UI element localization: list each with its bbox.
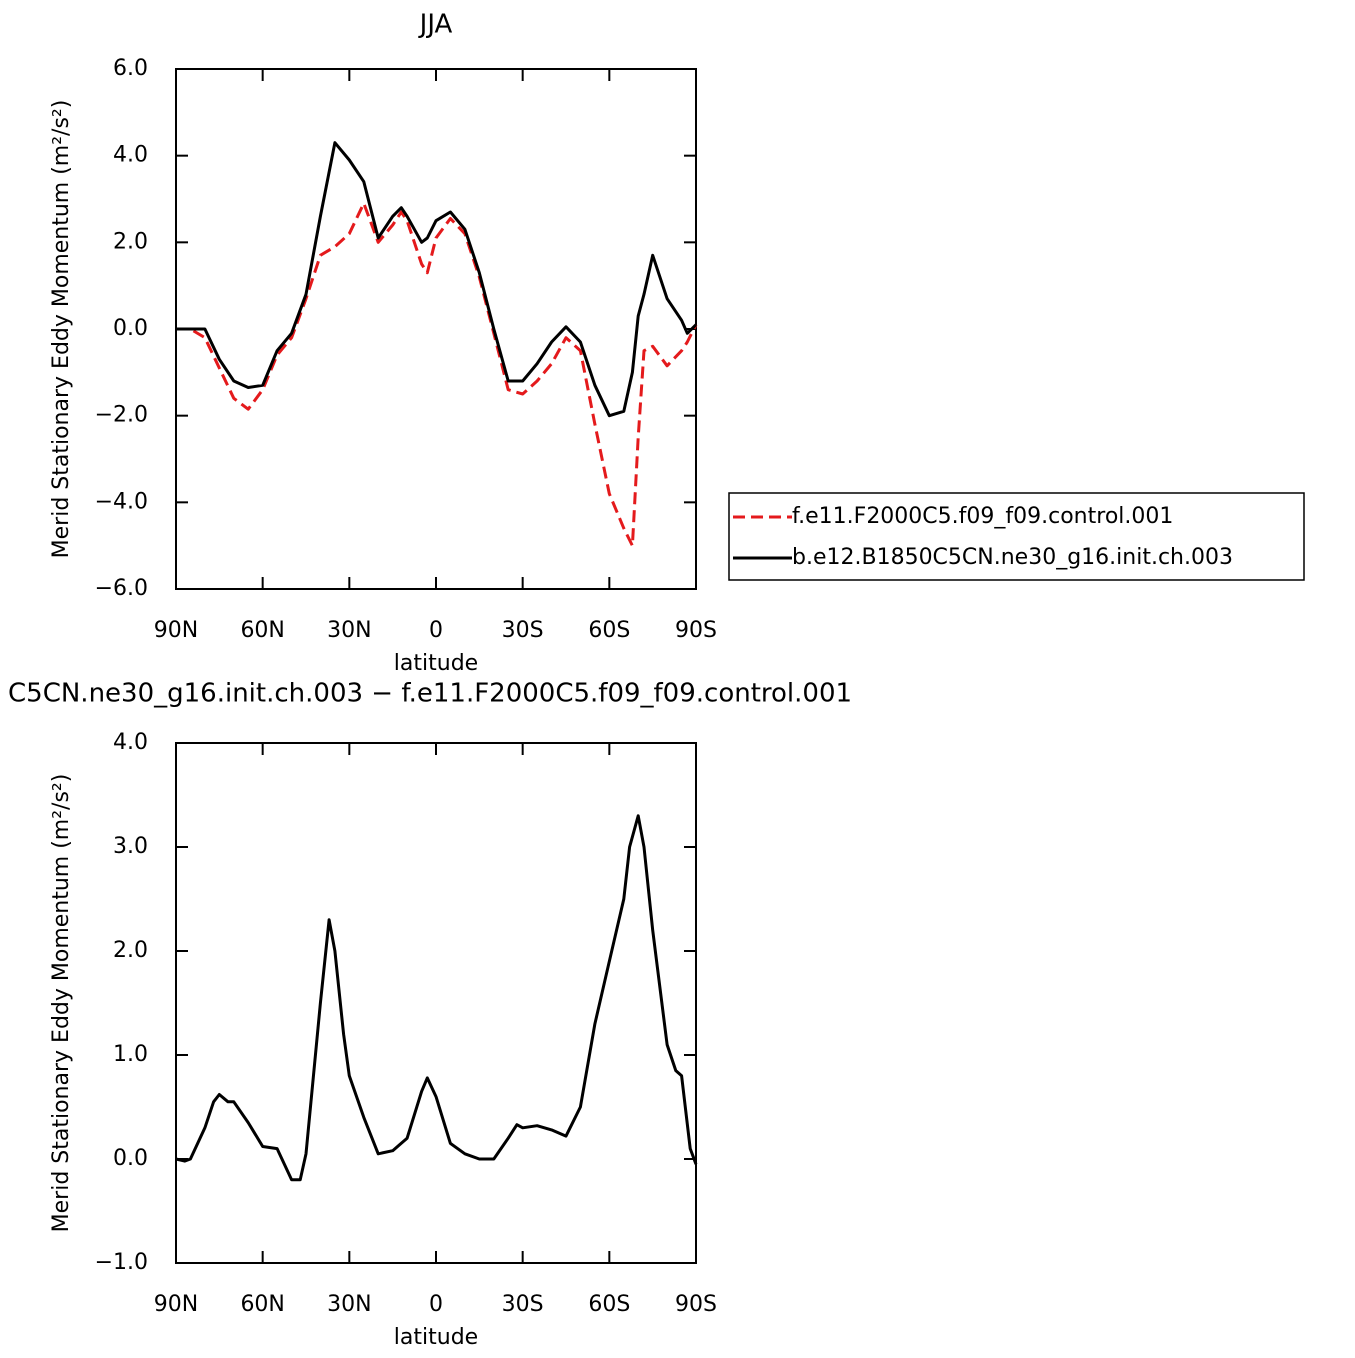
y-tick-label: 6.0 [113,56,148,81]
line-series [176,201,698,548]
x-tick-label: 60N [240,1292,284,1317]
y-tick-label: 4.0 [113,730,148,755]
x-tick-label: 0 [429,618,443,643]
legend-label: b.e12.B1850C5CN.ne30_g16.init.ch.003 [792,545,1233,570]
y-tick-label: −2.0 [95,403,148,428]
y-axis-label: Merid Stationary Eddy Momentum (m²/s²) [49,100,74,559]
y-tick-label: 3.0 [113,834,148,859]
y-tick-label: 2.0 [113,229,148,254]
y-tick-label: 0.0 [113,1146,148,1171]
x-tick-label: 0 [429,1292,443,1317]
x-axis-label: latitude [394,651,478,676]
line-series [176,141,698,418]
x-tick-label: 60S [588,1292,630,1317]
x-tick-label: 90S [675,618,717,643]
y-tick-label: 4.0 [113,143,148,168]
chart-title: JJA [418,10,453,40]
chart-title: C5CN.ne30_g16.init.ch.003 − f.e11.F2000C… [8,679,852,709]
x-tick-label: 30S [502,1292,544,1317]
x-axis-label: latitude [394,1325,478,1350]
x-tick-label: 30N [327,1292,371,1317]
legend: f.e11.F2000C5.f09_f09.control.001 b.e12.B… [728,492,1305,581]
y-tick-label: 1.0 [113,1042,148,1067]
x-tick-label: 60S [588,618,630,643]
y-tick-label: −1.0 [95,1250,148,1275]
legend-label: f.e11.F2000C5.f09_f09.control.001 [792,504,1173,529]
x-tick-label: 90N [154,618,198,643]
x-tick-label: 90S [675,1292,717,1317]
y-tick-label: −4.0 [95,489,148,514]
plot-frame [175,742,697,1264]
x-tick-label: 60N [240,618,284,643]
legend-box [728,492,1305,581]
y-tick-label: 2.0 [113,938,148,963]
x-tick-label: 30N [327,618,371,643]
line-series [175,814,698,1182]
x-tick-label: 90N [154,1292,198,1317]
y-axis-label: Merid Stationary Eddy Momentum (m²/s²) [49,774,74,1233]
x-tick-label: 30S [502,618,544,643]
y-tick-label: −6.0 [95,576,148,601]
y-tick-label: 0.0 [113,316,148,341]
